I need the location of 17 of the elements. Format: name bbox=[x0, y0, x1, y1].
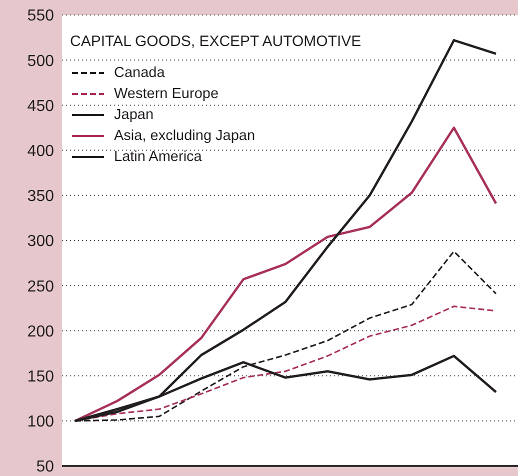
y-tick-label: 150 bbox=[27, 368, 54, 386]
y-tick-label: 300 bbox=[27, 233, 54, 250]
y-tick-label: 500 bbox=[27, 52, 54, 70]
legend-label: Japan bbox=[114, 106, 154, 122]
legend-label: Western Europe bbox=[114, 86, 219, 102]
legend-label: Latin America bbox=[114, 148, 202, 164]
y-tick-label: 450 bbox=[27, 98, 54, 115]
y-tick-label: 50 bbox=[36, 458, 54, 476]
y-tick-label: 550 bbox=[27, 8, 54, 25]
y-tick-label: 200 bbox=[27, 323, 54, 340]
text: CAPITAL GOODS, EXCEPT AUTOMOTIVE bbox=[70, 33, 362, 50]
legend-label: Asia, excluding Japan bbox=[114, 128, 256, 144]
y-tick-label: 350 bbox=[27, 188, 54, 206]
legend-label: Canada bbox=[114, 64, 165, 80]
y-tick-label: 100 bbox=[27, 414, 54, 431]
y-tick-label: 400 bbox=[27, 142, 54, 160]
y-tick-label: 250 bbox=[27, 278, 54, 296]
